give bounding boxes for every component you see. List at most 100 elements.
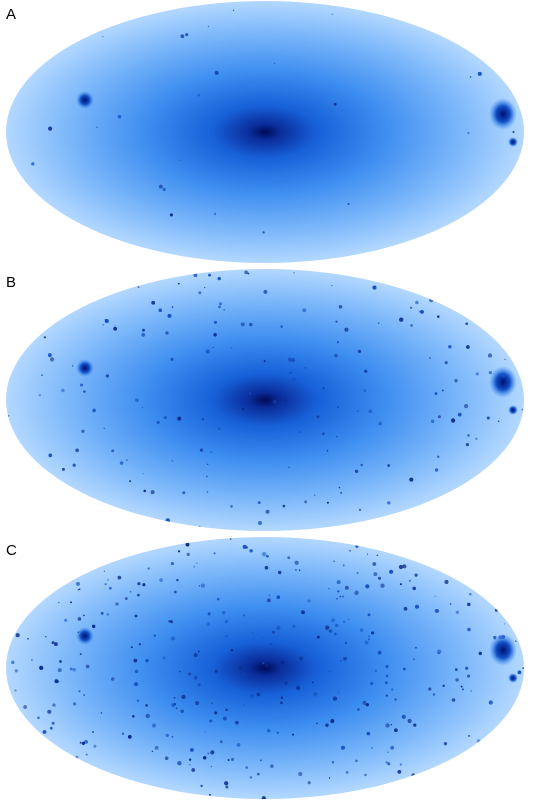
subhalo [219, 740, 223, 744]
subhalo [302, 308, 307, 313]
subhalo [92, 408, 96, 413]
subhalo [11, 660, 15, 665]
subhalo [263, 360, 266, 363]
subhalo [465, 666, 469, 670]
subhalo [328, 777, 331, 779]
subhalo [200, 583, 205, 588]
subhalo [522, 667, 524, 669]
subhalo [413, 658, 415, 661]
subhalo [243, 614, 246, 617]
subhalo [38, 394, 41, 397]
subhalo [399, 317, 404, 322]
subhalo [451, 418, 456, 423]
subhalo [176, 578, 179, 582]
subhalo [72, 668, 76, 672]
subhalo [185, 33, 189, 37]
subhalo [389, 569, 394, 574]
subhalo [328, 629, 333, 633]
subhalo [213, 320, 218, 324]
subhalo [436, 455, 440, 458]
subhalo [141, 406, 144, 409]
subhalo [256, 692, 261, 697]
subhalo [83, 390, 86, 393]
subhalo [354, 469, 359, 474]
subhalo [75, 448, 79, 453]
subhalo [78, 690, 81, 693]
subhalo [486, 416, 490, 420]
subhalo [368, 409, 373, 414]
subhalo [501, 373, 506, 378]
subhalo [199, 448, 204, 452]
subhalo [356, 572, 359, 574]
subhalo [100, 611, 104, 615]
subhalo [469, 592, 472, 596]
subhalo [411, 773, 415, 777]
subhalo [390, 745, 395, 750]
subhalo [402, 564, 407, 569]
subhalo [179, 159, 182, 162]
subhalo [325, 723, 329, 727]
subhalo [204, 286, 206, 289]
subhalo [384, 681, 388, 685]
subhalo [376, 554, 379, 557]
subhalo [293, 272, 295, 274]
subhalo [142, 328, 145, 332]
subhalo [370, 747, 373, 749]
subhalo [193, 653, 198, 658]
subhalo [347, 618, 350, 621]
subhalo [307, 599, 311, 603]
subhalo [92, 731, 94, 733]
subhalo [444, 579, 449, 585]
subhalo [113, 326, 118, 331]
subhalo [367, 613, 371, 617]
subhalo [331, 618, 335, 623]
subhalo [53, 642, 58, 647]
subhalo [225, 708, 228, 712]
subhalo [276, 625, 281, 630]
subhalo [213, 332, 217, 337]
subhalo [42, 730, 47, 734]
subhalo [287, 556, 291, 560]
subhalo [231, 758, 234, 761]
subhalo [316, 635, 320, 639]
subhalo [102, 323, 104, 326]
subhalo [77, 631, 79, 633]
subhalo [387, 501, 391, 505]
subhalo [103, 427, 105, 430]
subhalo [298, 771, 303, 777]
subhalo [202, 756, 207, 760]
subhalo [294, 568, 297, 571]
subhalo [165, 733, 169, 738]
subhalo [48, 453, 53, 458]
subhalo [377, 576, 382, 580]
subhalo [142, 583, 146, 587]
subhalo [154, 746, 159, 750]
subhalo [222, 716, 227, 721]
subhalo [196, 562, 198, 564]
subhalo [378, 322, 380, 324]
halo-substructure [7, 270, 524, 528]
subhalo [235, 720, 239, 725]
subhalo [261, 647, 264, 651]
subhalo [162, 187, 166, 192]
subhalo [344, 585, 349, 590]
subhalo [434, 392, 438, 395]
subhalo [429, 297, 434, 303]
subhalo [292, 624, 296, 628]
subhalo [278, 570, 282, 575]
subhalo [217, 276, 221, 281]
subhalo [465, 322, 469, 326]
subhalo [132, 715, 135, 718]
subhalo [390, 688, 394, 691]
subhalo [460, 685, 463, 688]
subhalo [104, 319, 106, 321]
halo-substructure [11, 538, 524, 799]
subhalo [475, 437, 478, 440]
subhalo [330, 719, 335, 723]
subhalo [432, 693, 436, 696]
subhalo [385, 761, 388, 764]
subhalo [444, 361, 448, 365]
subhalo [292, 377, 296, 382]
subhalo [470, 690, 472, 692]
subhalo [158, 184, 163, 189]
